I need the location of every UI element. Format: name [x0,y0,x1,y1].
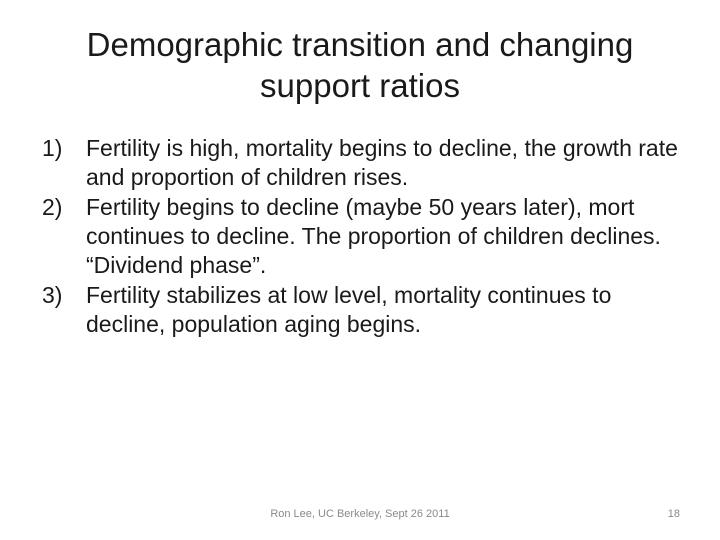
list-item-number: 3) [42,282,63,308]
page-number: 18 [667,508,680,520]
slide-footer: Ron Lee, UC Berkeley, Sept 26 2011 [270,508,450,520]
title-line-2: support ratios [260,67,460,105]
list-item: 3) Fertility stabilizes at low level, mo… [42,281,692,339]
numbered-list: 1) Fertility is high, mortality begins t… [42,134,692,340]
list-item-text: Fertility is high, mortality begins to d… [86,135,678,190]
list-item-text: Fertility begins to decline (maybe 50 ye… [86,194,661,278]
slide-title: Demographic transition and changing supp… [40,24,680,107]
list-item: 2) Fertility begins to decline (maybe 50… [42,193,692,280]
list-item-number: 1) [42,135,63,161]
list-item-number: 2) [42,194,63,220]
title-line-1: Demographic transition and changing [86,26,634,63]
list-item-text: Fertility stabilizes at low level, morta… [86,282,612,337]
list-item: 1) Fertility is high, mortality begins t… [42,134,692,192]
